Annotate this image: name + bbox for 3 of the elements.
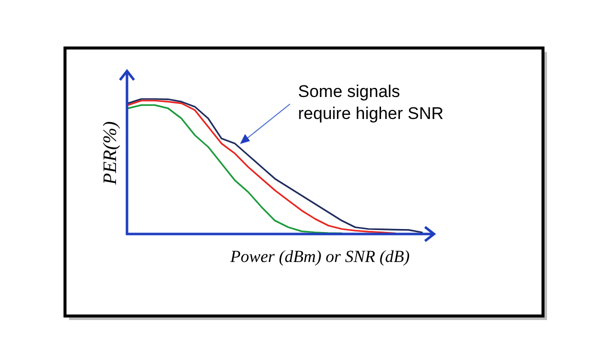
- x-axis-title: Power (dBm) or SNR (dB): [229, 247, 410, 266]
- y-axis-title: PER(%): [100, 121, 121, 186]
- annotation: Some signals require higher SNR: [298, 82, 444, 123]
